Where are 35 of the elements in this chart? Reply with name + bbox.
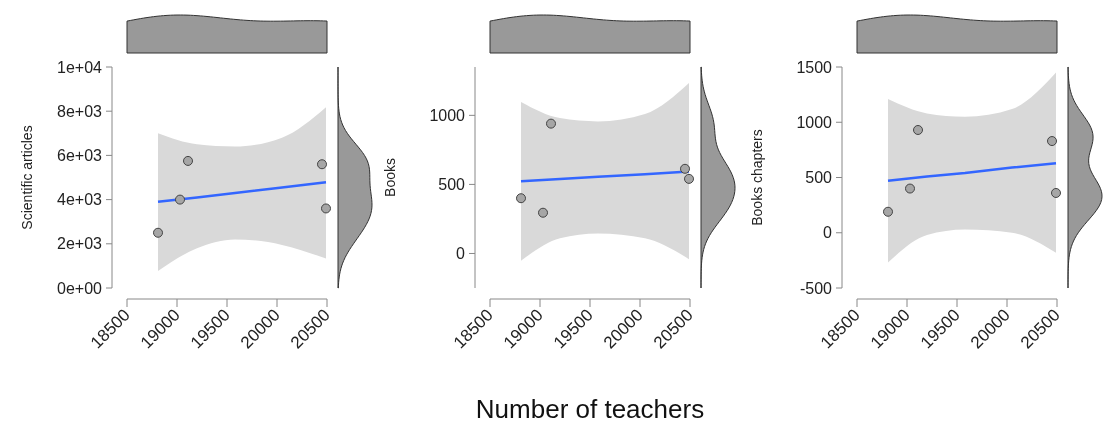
- y-axis-title: Books chapters: [749, 129, 765, 226]
- point: [1047, 136, 1057, 147]
- y-tick-label: -500: [799, 279, 833, 297]
- y-tick-label: 2e+03: [57, 235, 103, 253]
- point: [175, 194, 185, 205]
- point: [680, 163, 690, 174]
- y-tick-label: 1000: [796, 113, 833, 131]
- point: [883, 206, 893, 217]
- y-tick-label: 6e+03: [57, 147, 103, 164]
- x-axis-title: Number of teachers: [475, 394, 705, 424]
- point: [905, 183, 915, 194]
- point: [153, 227, 163, 238]
- point: [684, 173, 694, 184]
- point: [913, 124, 923, 135]
- y-tick-label: 1000: [429, 106, 466, 124]
- point: [516, 193, 526, 204]
- point: [317, 159, 327, 170]
- y-tick-label: 8e+03: [57, 102, 103, 120]
- point: [546, 118, 556, 129]
- y-tick-label: 1e+04: [57, 58, 103, 76]
- y-tick-label: 0: [456, 245, 466, 263]
- point: [1051, 187, 1061, 198]
- point: [538, 207, 548, 218]
- y-tick-label: 500: [805, 169, 833, 187]
- point: [321, 203, 331, 214]
- point: [183, 155, 193, 166]
- line-series: [156, 181, 328, 204]
- y-tick-label: 0e+00: [57, 279, 103, 297]
- y-tick-label: 4e+03: [57, 191, 103, 209]
- y-tick-label: 0: [823, 224, 833, 242]
- line-series: [886, 161, 1058, 183]
- y-axis-title: Books: [382, 158, 398, 197]
- y-tick-label: 1500: [796, 58, 833, 76]
- y-axis-title: Scientific articles: [19, 125, 35, 230]
- y-tick-label: 500: [438, 176, 466, 194]
